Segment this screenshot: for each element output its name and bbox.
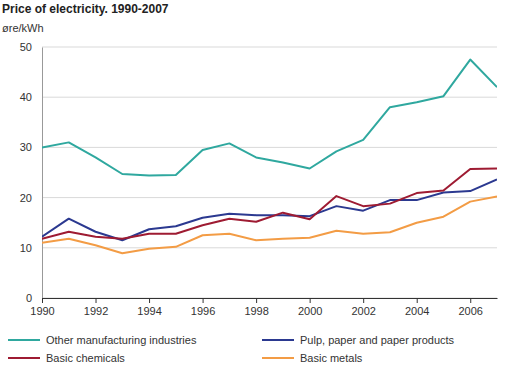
x-tick-label: 1996 <box>191 305 215 317</box>
x-tick-label: 2004 <box>405 305 429 317</box>
x-tick: 1990 <box>30 298 54 317</box>
grid-line <box>42 147 497 148</box>
legend-swatch <box>262 357 294 359</box>
y-axis-line <box>42 48 43 299</box>
legend-item: Basic metals <box>262 352 363 364</box>
legend-label: Other manufacturing industries <box>46 334 197 346</box>
y-tick: 10 <box>20 242 42 254</box>
grid-line <box>42 298 497 299</box>
x-axis-line <box>43 298 498 299</box>
x-tick-mark <box>256 298 257 303</box>
legend-item: Pulp, paper and paper products <box>262 334 455 346</box>
grid-line <box>42 97 497 98</box>
x-tick-label: 1994 <box>137 305 161 317</box>
series-line <box>42 180 497 241</box>
series-line <box>42 168 497 238</box>
series-line <box>42 197 497 254</box>
x-tick: 2000 <box>298 298 322 317</box>
y-tick: 0 <box>26 292 42 304</box>
lines <box>42 60 497 254</box>
legend-swatch <box>8 357 40 359</box>
x-tick-label: 1998 <box>244 305 268 317</box>
x-tick-label: 1990 <box>30 305 54 317</box>
x-tick: 1996 <box>191 298 215 317</box>
x-tick-label: 2000 <box>298 305 322 317</box>
grid-line <box>42 247 497 248</box>
y-tick: 20 <box>20 192 42 204</box>
y-tick: 30 <box>20 141 42 153</box>
grid-line <box>42 47 497 48</box>
y-tick-label: 0 <box>26 292 32 304</box>
x-tick-mark <box>42 298 43 303</box>
x-axis: 1990 1992 1994 1996 1998 2000 2002 2004 2006 <box>30 298 497 317</box>
y-tick: 50 <box>20 41 42 53</box>
x-tick-mark <box>203 298 204 303</box>
x-tick-label: 1992 <box>84 305 108 317</box>
x-tick-mark <box>470 298 471 303</box>
legend-swatch <box>8 339 40 341</box>
legend: Other manufacturing industries Pulp, pape… <box>8 334 455 364</box>
legend-item: Basic chemicals <box>8 352 125 364</box>
x-tick-mark <box>363 298 364 303</box>
x-tick-mark <box>310 298 311 303</box>
x-tick: 1998 <box>244 298 268 317</box>
grid <box>42 47 497 298</box>
y-tick: 40 <box>20 91 42 103</box>
x-tick-mark <box>149 298 150 303</box>
title: Price of electricity. 1990-2007 <box>2 2 169 16</box>
y-axis: 0 10 20 30 40 50 <box>20 41 43 304</box>
x-tick-label: 2006 <box>458 305 482 317</box>
legend-label: Basic chemicals <box>46 352 125 364</box>
x-tick: 1992 <box>84 298 108 317</box>
legend-label: Pulp, paper and paper products <box>300 334 455 346</box>
legend-item: Other manufacturing industries <box>8 334 197 346</box>
series-line <box>42 60 497 176</box>
x-tick-label: 2002 <box>351 305 375 317</box>
x-tick-mark <box>417 298 418 303</box>
y-tick-label: 10 <box>20 242 32 254</box>
legend-swatch <box>262 339 294 341</box>
x-tick-mark <box>96 298 97 303</box>
x-tick: 2004 <box>405 298 429 317</box>
chart: Price of electricity. 1990-2007øre/kWh01… <box>0 0 515 375</box>
x-tick: 1994 <box>137 298 161 317</box>
y-tick-label: 30 <box>20 141 32 153</box>
y-tick-label: 50 <box>20 41 32 53</box>
legend-label: Basic metals <box>300 352 363 364</box>
x-tick: 2002 <box>351 298 375 317</box>
y-tick-label: 40 <box>20 91 32 103</box>
y-tick-label: 20 <box>20 192 32 204</box>
y-axis-title: øre/kWh <box>2 22 44 34</box>
x-tick: 2006 <box>458 298 482 317</box>
plot-area: 0 10 20 30 40 50 1990 1992 1994 1996 1998 2000 2002 2… <box>20 41 498 317</box>
